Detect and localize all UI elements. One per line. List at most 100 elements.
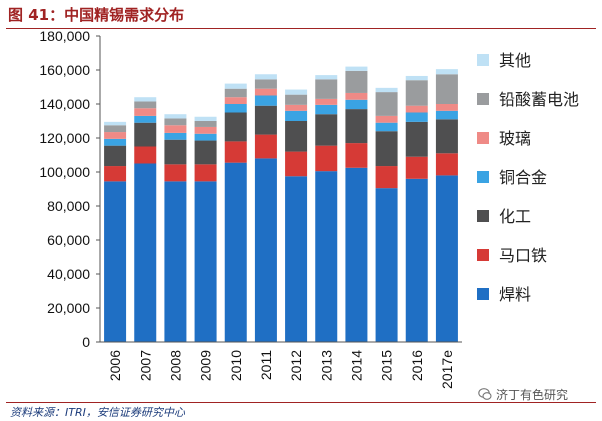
bar-0-2015: [375, 188, 398, 342]
x-tick-label: 2010: [228, 350, 244, 381]
bar-4-2016: [405, 105, 428, 113]
bar-1-2016: [405, 156, 428, 179]
bar-2-2016: [405, 121, 428, 157]
bar-6-2016: [405, 75, 428, 81]
x-tick-label: 2015: [379, 350, 395, 381]
bar-0-2007: [134, 163, 157, 342]
legend-label: 马口铁: [499, 246, 547, 265]
bar-1-2010: [224, 141, 247, 163]
bar-4-2006: [104, 132, 127, 139]
bar-2-2014: [345, 109, 368, 144]
bar-5-2007: [134, 101, 157, 109]
bar-4-2007: [134, 108, 157, 116]
bar-5-2012: [285, 94, 308, 105]
bar-6-2012: [285, 89, 308, 95]
bar-5-2011: [254, 79, 277, 89]
bar-6-2017e: [435, 69, 458, 75]
legend-label: 焊料: [499, 285, 531, 304]
x-tick-label: 2011: [258, 350, 274, 380]
bar-4-2015: [375, 115, 398, 123]
bar-3-2010: [224, 104, 247, 113]
y-tick-label: 60,000: [47, 232, 90, 248]
bar-2-2011: [254, 105, 277, 135]
bar-6-2013: [315, 75, 338, 80]
bar-5-2014: [345, 70, 368, 93]
bar-2-2017e: [435, 119, 458, 154]
bar-6-2014: [345, 66, 368, 71]
source-note: 资料来源：ITRI，安信证券研究中心: [10, 406, 185, 419]
bar-6-2015: [375, 87, 398, 93]
bar-2-2010: [224, 112, 247, 142]
legend-label: 铅酸蓄电池: [499, 90, 579, 109]
bar-0-2012: [285, 176, 308, 342]
legend-swatch: [477, 93, 489, 105]
bar-2-2006: [104, 145, 127, 167]
wechat-icon: [478, 388, 492, 400]
bar-3-2017e: [435, 110, 458, 120]
x-tick-label: 2016: [409, 350, 425, 381]
legend-label: 化工: [499, 207, 531, 226]
bar-3-2014: [345, 99, 368, 110]
y-tick-label: 40,000: [47, 266, 90, 282]
y-tick-label: 80,000: [47, 198, 90, 214]
bar-2-2013: [315, 114, 338, 146]
bar-0-2013: [315, 171, 338, 342]
bar-2-2008: [164, 139, 187, 165]
bar-5-2010: [224, 88, 247, 98]
y-tick-label: 100,000: [39, 164, 90, 180]
bar-5-2008: [164, 118, 187, 126]
x-tick-label: 2017e: [439, 350, 455, 389]
bar-2-2009: [194, 140, 217, 165]
bar-5-2015: [375, 92, 398, 116]
bar-0-2011: [254, 158, 277, 342]
legend-swatch: [477, 54, 489, 66]
bar-1-2009: [194, 164, 217, 182]
bar-series-group: [104, 66, 458, 342]
bar-1-2011: [254, 134, 277, 159]
bar-1-2012: [285, 151, 308, 177]
bar-6-2011: [254, 74, 277, 80]
bar-3-2015: [375, 122, 398, 132]
figure-title: 图 41：中国精锡需求分布: [8, 6, 185, 24]
bar-4-2014: [345, 92, 368, 100]
bar-3-2008: [164, 132, 187, 140]
bar-1-2008: [164, 164, 187, 182]
bar-2-2007: [134, 122, 157, 147]
bar-3-2006: [104, 138, 127, 146]
bar-0-2009: [194, 181, 217, 342]
bar-3-2009: [194, 133, 217, 141]
bar-0-2010: [224, 162, 247, 342]
legend-swatch: [477, 288, 489, 300]
legend-swatch: [477, 171, 489, 183]
y-tick-label: 180,000: [39, 28, 90, 44]
bar-3-2012: [285, 110, 308, 121]
watermark: 济丁有色研究: [478, 386, 569, 402]
watermark-text: 济丁有色研究: [496, 387, 569, 402]
bar-3-2011: [254, 95, 277, 106]
bar-5-2016: [405, 80, 428, 106]
bar-1-2014: [345, 143, 368, 168]
bar-0-2008: [164, 181, 187, 342]
y-tick-label: 20,000: [47, 300, 90, 316]
y-tick-label: 160,000: [39, 62, 90, 78]
bar-4-2011: [254, 88, 277, 96]
bar-3-2007: [134, 115, 157, 123]
y-tick-label: 0: [82, 334, 90, 350]
bar-4-2009: [194, 126, 217, 134]
bar-3-2016: [405, 112, 428, 122]
bar-6-2007: [134, 97, 157, 102]
x-tick-label: 2013: [318, 350, 334, 381]
title-divider: [6, 28, 596, 29]
bar-5-2013: [315, 79, 338, 99]
legend-label: 其他: [499, 51, 531, 70]
y-tick-label: 120,000: [39, 130, 90, 146]
bar-0-2006: [104, 181, 127, 342]
x-tick-label: 2012: [288, 350, 304, 381]
y-axis: 0 20,000 40,000 60,000 80,000 100,000 120,000 1…: [39, 28, 101, 350]
bar-6-2010: [224, 83, 247, 89]
bar-0-2017e: [435, 175, 458, 342]
bar-1-2017e: [435, 153, 458, 176]
bar-6-2008: [164, 114, 187, 119]
x-tick-label: 2006: [107, 350, 123, 381]
